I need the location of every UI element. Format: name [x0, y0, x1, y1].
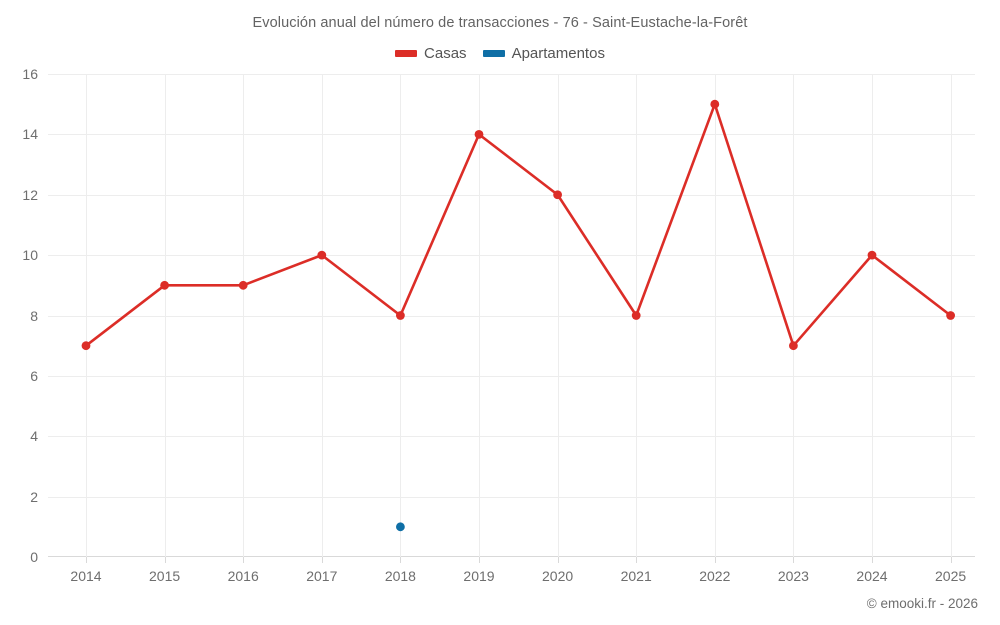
legend-item-apartamentos[interactable]: Apartamentos	[482, 45, 605, 62]
x-tick-mark	[793, 557, 795, 563]
x-tick-mark	[636, 557, 638, 563]
data-point-marker[interactable]	[946, 311, 955, 320]
x-tick-label: 2024	[856, 568, 888, 584]
legend-swatch-icon-casas	[395, 50, 418, 57]
grid-line-horizontal	[48, 134, 975, 136]
data-point-marker[interactable]	[160, 280, 170, 290]
x-tick-mark	[557, 557, 559, 563]
chart-legend: Casas Apartamentos	[0, 45, 1000, 62]
x-tick-label: 2014	[70, 568, 102, 584]
data-point-marker[interactable]	[631, 311, 641, 320]
grid-line-horizontal	[48, 436, 975, 438]
x-tick-label: 2016	[227, 568, 259, 584]
x-tick-label: 2020	[542, 568, 574, 584]
plot-area	[48, 74, 975, 557]
data-point-marker[interactable]	[396, 522, 405, 532]
grid-line-vertical	[243, 74, 245, 557]
legend-item-casas[interactable]: Casas	[395, 45, 467, 62]
x-tick-mark	[243, 557, 245, 563]
x-tick-mark	[164, 557, 166, 563]
x-tick-mark	[321, 557, 323, 563]
x-tick-label: 2025	[935, 568, 967, 584]
grid-line-horizontal	[48, 194, 975, 196]
x-tick-label: 2022	[699, 568, 731, 584]
data-point-marker[interactable]	[317, 250, 327, 260]
y-axis: 0 2 4 6 8 10 12 14 16	[0, 66, 38, 565]
y-tick-label: 6	[30, 367, 38, 384]
x-tick-label: 2015	[149, 568, 181, 584]
y-tick-label: 4	[30, 428, 38, 445]
legend-swatch-icon-apartamentos	[482, 50, 505, 57]
data-point-marker[interactable]	[238, 280, 248, 290]
grid-line-horizontal	[48, 255, 975, 257]
grid-line-vertical	[714, 74, 716, 557]
grid-line-vertical	[479, 74, 480, 557]
data-point-marker[interactable]	[710, 99, 720, 109]
x-tick-label: 2018	[384, 568, 416, 584]
x-axis-ticks	[0, 557, 1000, 564]
y-tick-label: 14	[22, 126, 38, 143]
data-point-marker[interactable]	[396, 311, 405, 320]
grid-line-vertical	[557, 74, 559, 557]
y-tick-label: 2	[30, 488, 38, 505]
y-tick-label: 16	[22, 66, 38, 82]
grid-line-horizontal	[48, 556, 975, 557]
grid-line-horizontal	[48, 496, 975, 498]
footer-credit: © emooki.fr - 2026	[866, 596, 978, 611]
chart-title: Evolución anual del número de transaccio…	[252, 15, 748, 31]
grid-line-vertical	[86, 74, 87, 557]
data-point-marker[interactable]	[474, 129, 484, 139]
x-tick-mark	[872, 557, 873, 563]
x-tick-label: 2023	[777, 568, 809, 584]
x-tick-mark	[950, 557, 952, 563]
x-tick-mark	[714, 557, 716, 563]
grid-line-vertical	[872, 74, 873, 557]
grid-line-horizontal	[48, 74, 975, 75]
x-tick-mark	[86, 557, 87, 563]
y-tick-label: 12	[22, 186, 38, 203]
grid-line-vertical	[164, 74, 166, 557]
grid-line-horizontal	[48, 375, 975, 377]
y-tick-label: 8	[30, 307, 38, 324]
data-point-marker[interactable]	[553, 190, 562, 200]
x-tick-label: 2021	[620, 568, 652, 584]
x-tick-mark	[400, 557, 402, 563]
y-tick-label: 0	[30, 549, 38, 565]
legend-label-apartamentos: Apartamentos	[511, 45, 605, 62]
grid-line-vertical	[793, 74, 795, 557]
data-point-marker[interactable]	[81, 341, 91, 351]
x-tick-label: 2019	[463, 568, 495, 584]
x-axis: 2014 2015 2016 2017 2018 2019 2020 2021 2022 2023…	[0, 568, 1000, 588]
grid-line-vertical	[321, 74, 323, 557]
grid-line-horizontal	[48, 315, 975, 317]
y-tick-label: 10	[22, 247, 38, 264]
x-tick-label: 2017	[306, 568, 338, 584]
data-point-marker[interactable]	[789, 341, 798, 351]
x-tick-mark	[479, 557, 480, 563]
data-point-marker[interactable]	[867, 250, 877, 260]
legend-label-casas: Casas	[424, 45, 467, 62]
